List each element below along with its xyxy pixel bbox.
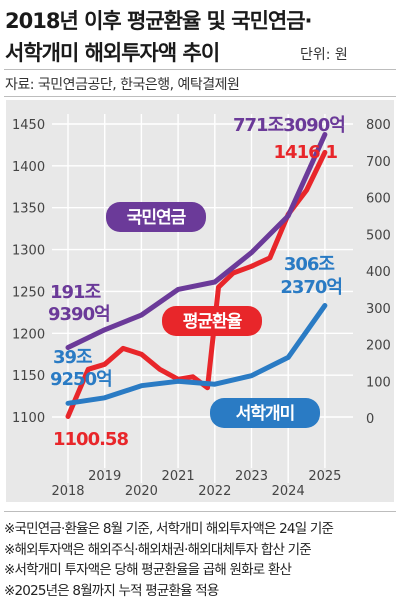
- divider-source: [4, 96, 396, 97]
- y-right-tick-label: 200: [366, 339, 391, 354]
- y-right-tick-label: 100: [366, 375, 391, 390]
- x-tick-label: 2023: [235, 469, 268, 484]
- data-label: 306조: [284, 254, 335, 275]
- y-left-tick-label: 1150: [12, 369, 45, 384]
- data-label: 771조3090억: [233, 115, 345, 136]
- y-right-tick-label: 300: [366, 302, 391, 317]
- data-label: 2370억: [280, 277, 342, 298]
- x-tick-label: 2020: [125, 484, 158, 499]
- data-label: 9250억: [50, 369, 112, 390]
- divider-top: [4, 69, 396, 70]
- y-left-tick-label: 1350: [12, 202, 45, 217]
- y-right-tick-label: 500: [366, 228, 391, 243]
- retail-badge: [210, 398, 320, 428]
- source-label: 자료: 국민연금공단, 한국은행, 예탁결제원: [5, 77, 240, 93]
- y-left-tick-label: 1450: [12, 118, 45, 133]
- y-right-tick-label: 0: [366, 412, 374, 427]
- y-left-tick-label: 1300: [12, 244, 45, 259]
- retail-badge-label: 서학개미: [236, 404, 295, 424]
- chart-area: 1450 1400 1350 1300 1250 1200 1150 1100 800 700 60…: [6, 100, 394, 502]
- title-line-1: 2018년 이후 평균환율 및 국민연금·: [5, 9, 313, 33]
- y-left-tick-label: 1100: [12, 411, 45, 426]
- y-left-tick-label: 1250: [12, 285, 45, 300]
- data-label: 1100.58: [53, 429, 128, 450]
- x-tick-label: 2022: [198, 484, 231, 499]
- x-tick-label: 2025: [308, 469, 341, 484]
- footnote: ※국민연금·환율은 8월 기준, 서학개미 해외투자액은 24일 기준: [4, 521, 334, 537]
- y-right-tick-label: 800: [366, 118, 391, 133]
- y-left-tick-label: 1400: [12, 160, 45, 175]
- data-label: 1416.1: [274, 142, 338, 163]
- y-right-tick-label: 400: [366, 265, 391, 280]
- divider-bottom: [4, 511, 396, 512]
- x-tick-label: 2019: [88, 469, 121, 484]
- x-tick-label: 2024: [272, 484, 305, 499]
- y-right-tick-label: 600: [366, 192, 391, 207]
- footnote: ※서학개미 투자액은 당해 평균환율을 곱해 원화로 환산: [4, 562, 292, 578]
- retail-investor-line: [65, 303, 328, 406]
- y-right-tick-label: 700: [366, 155, 391, 170]
- data-label: 39조: [53, 347, 92, 368]
- exchange-badge-label: 평균환율: [183, 312, 243, 332]
- pension-line: [65, 132, 328, 350]
- x-tick-label: 2018: [51, 484, 84, 499]
- footnote: ※해외투자액은 해외주식·해외채권·해외대체투자 합산 기준: [4, 541, 312, 558]
- data-label: 9390억: [48, 304, 110, 325]
- footnote: ※2025년은 8월까지 누적 평균환율 적용: [4, 582, 219, 599]
- line-chart: 1450 1400 1350 1300 1250 1200 1150 1100 800 700 60…: [12, 114, 391, 499]
- pension-badge: [106, 202, 206, 232]
- data-label: 191조: [50, 282, 101, 303]
- exchange-badge: [162, 306, 262, 336]
- footnotes: ※국민연금·환율은 8월 기준, 서학개미 해외투자액은 24일 기준 ※해외투…: [4, 519, 334, 601]
- x-tick-label: 2021: [162, 469, 195, 484]
- pension-badge-label: 국민연금: [127, 208, 187, 228]
- unit-label: 단위: 원: [300, 47, 348, 63]
- y-left-tick-label: 1200: [12, 327, 45, 342]
- title-line-2: 서학개미 해외투자액 추이: [5, 41, 220, 65]
